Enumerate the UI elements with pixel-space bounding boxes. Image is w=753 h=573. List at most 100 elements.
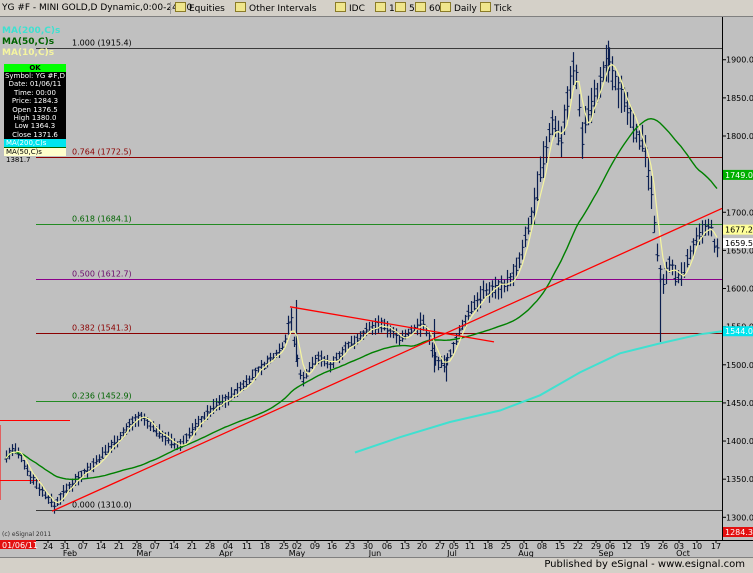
price-bar bbox=[688, 245, 693, 260]
fib-label-f764: 0.764 (1772.5) bbox=[72, 148, 132, 157]
price-bar bbox=[517, 252, 522, 269]
price-bar bbox=[526, 217, 531, 235]
month-label: Feb bbox=[63, 549, 77, 557]
day-label: 23 bbox=[345, 542, 355, 551]
month-label: Apr bbox=[219, 549, 234, 557]
price-tick-label: 1450.0 bbox=[726, 399, 753, 408]
day-label: 26 bbox=[658, 542, 668, 551]
other-intervals-menu[interactable]: Other Intervals bbox=[235, 2, 317, 14]
price-bar bbox=[496, 279, 501, 300]
idc-label: IDC bbox=[349, 4, 365, 14]
price-bar bbox=[472, 295, 477, 311]
day-label: 03 bbox=[674, 542, 684, 551]
last-price-tag-bg bbox=[723, 238, 753, 249]
cursor-info-window[interactable]: OK Symbol: YG #F,D Date: 01/06/11 Time: … bbox=[4, 64, 66, 164]
interval-1-button[interactable]: 1 bbox=[375, 2, 395, 14]
toolbar-separator bbox=[170, 2, 171, 14]
falling-trendline bbox=[289, 306, 495, 343]
chart-toolbar: YG #F - MINI GOLD,D Dynamic,0:00-24:00 E… bbox=[0, 0, 753, 17]
price-bar bbox=[448, 349, 453, 358]
price-bar bbox=[616, 76, 621, 109]
price-bar bbox=[538, 156, 543, 182]
price-bar bbox=[547, 123, 552, 143]
price-bar bbox=[103, 444, 108, 456]
price-bar bbox=[646, 157, 651, 191]
price-bar bbox=[313, 354, 318, 367]
info-ma200: MA(200,C)s bbox=[4, 139, 66, 148]
price-bar bbox=[358, 331, 363, 342]
price-bar bbox=[166, 431, 171, 444]
price-bar bbox=[244, 375, 249, 389]
day-label: 28 bbox=[132, 542, 142, 551]
price-bar bbox=[565, 86, 570, 120]
fib-label-f382: 0.382 (1541.3) bbox=[72, 324, 132, 333]
day-label: 08 bbox=[537, 542, 547, 551]
price-bar bbox=[694, 227, 699, 246]
day-label: 15 bbox=[555, 542, 565, 551]
price-bar bbox=[97, 454, 102, 464]
fib-label-f500: 0.500 (1612.7) bbox=[72, 270, 132, 279]
price-bar bbox=[130, 416, 135, 431]
price-bars bbox=[4, 40, 720, 514]
info-ok[interactable]: OK bbox=[4, 64, 66, 72]
price-bar bbox=[673, 264, 678, 286]
price-bar bbox=[349, 335, 354, 347]
legend-ma10[interactable]: MA(10,C)s bbox=[2, 48, 55, 58]
idc-button[interactable]: IDC bbox=[335, 2, 365, 14]
day-label: 29 bbox=[591, 542, 601, 551]
fib-label-f618: 0.618 (1684.1) bbox=[72, 215, 132, 224]
legend-ma200[interactable]: MA(200,C)s bbox=[2, 26, 61, 36]
bottom-price-tag: 1284.3 bbox=[725, 528, 753, 537]
watermark: (c) eSignal 2011 bbox=[2, 531, 51, 538]
day-label: 13 bbox=[400, 542, 410, 551]
fib-label-f000: 0.000 (1310.0) bbox=[72, 501, 132, 510]
price-bar bbox=[541, 141, 546, 178]
price-bar bbox=[346, 341, 351, 349]
daily-button[interactable]: Daily bbox=[440, 2, 477, 14]
day-label: 14 bbox=[169, 542, 179, 551]
price-bar bbox=[577, 94, 582, 117]
price-bar bbox=[709, 219, 714, 237]
price-bar bbox=[559, 126, 564, 158]
ma10-price-tag-bg bbox=[723, 224, 753, 235]
bottom-price-tag-bg bbox=[723, 527, 753, 537]
interval-5-label: 5 bbox=[409, 4, 415, 14]
day-label: 27 bbox=[435, 542, 445, 551]
plot-area bbox=[0, 17, 722, 540]
price-tick-label: 1850.0 bbox=[726, 94, 753, 103]
chart-title: YG #F - MINI GOLD,D Dynamic,0:00-24:00 bbox=[2, 3, 193, 13]
interval-60-button[interactable]: 60 bbox=[415, 2, 440, 14]
price-bar bbox=[601, 61, 606, 83]
ma200-price-tag-bg bbox=[723, 326, 753, 337]
price-bar bbox=[520, 239, 525, 260]
day-label: 12 bbox=[622, 542, 632, 551]
day-label: 24 bbox=[43, 542, 53, 551]
price-bar bbox=[100, 447, 105, 459]
info-symbol: Symbol: YG #F,D bbox=[4, 72, 66, 81]
price-chart[interactable]: 1.000 (1915.4) 0.764 (1772.5) 0.618 (1684.… bbox=[0, 17, 753, 557]
equities-menu[interactable]: Equities bbox=[175, 2, 225, 14]
day-label: 06 bbox=[605, 542, 615, 551]
price-bar bbox=[529, 207, 534, 225]
price-bar bbox=[22, 460, 27, 470]
day-label: 21 bbox=[187, 542, 197, 551]
interval-5-button[interactable]: 5 bbox=[395, 2, 415, 14]
day-label: 30 bbox=[363, 542, 373, 551]
price-bar bbox=[127, 418, 132, 432]
price-bar bbox=[661, 274, 666, 294]
price-bar bbox=[298, 369, 303, 380]
trendlines[interactable] bbox=[51, 207, 723, 512]
folder-icon bbox=[440, 2, 451, 12]
day-label: 22 bbox=[573, 542, 583, 551]
ma10-line bbox=[5, 63, 718, 504]
day-label: 18 bbox=[483, 542, 493, 551]
info-low: Low 1364.3 bbox=[4, 122, 66, 131]
price-bar bbox=[469, 301, 474, 315]
price-bar bbox=[652, 215, 657, 234]
price-bar bbox=[463, 314, 468, 329]
price-bar bbox=[28, 471, 33, 484]
legend-ma50[interactable]: MA(50,C)s bbox=[2, 37, 55, 47]
tick-button[interactable]: Tick bbox=[480, 2, 512, 14]
price-bar bbox=[250, 369, 255, 380]
price-bar bbox=[190, 423, 195, 437]
